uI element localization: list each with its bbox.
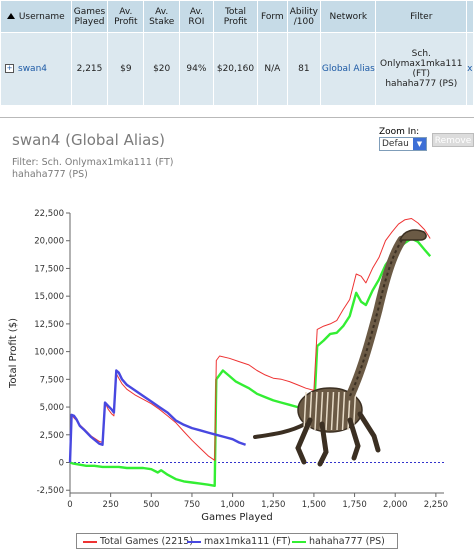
- dino-rib: [330, 391, 335, 431]
- dino-leg: [357, 411, 381, 453]
- col-form[interactable]: Form: [257, 0, 288, 33]
- expand-row-icon[interactable]: +: [5, 64, 14, 73]
- dino-rib: [303, 391, 307, 431]
- zoom-select[interactable]: Defau ▼: [379, 137, 427, 151]
- ability-value: 81: [286, 32, 322, 106]
- col-av-stake[interactable]: Av. Stake: [143, 0, 181, 33]
- x-tick-label: 2,250: [424, 500, 448, 510]
- y-tick-label: 20,000: [34, 237, 64, 247]
- table-header-row: Username Games Played Av. Profit Av. Stake …: [0, 0, 474, 33]
- av-roi-value: 94%: [179, 32, 214, 106]
- x-tick-label: 250: [103, 500, 119, 510]
- col-av-profit[interactable]: Av. Profit: [107, 0, 145, 33]
- legend-item-hahaha777: hahaha777 (PS): [292, 536, 385, 547]
- filter-description: Filter: Sch. Onlymax1mka111 (FT) hahaha7…: [12, 157, 174, 180]
- series-line-2: [69, 237, 432, 487]
- table-row: + swan4 2,215 $9 $20 94% $20,160 N/A 81 G…: [0, 32, 474, 106]
- x-tick-label: 2,000: [383, 500, 407, 510]
- dino-head: [398, 229, 427, 241]
- dino-neck-vertebrae: [349, 239, 403, 397]
- x-axis-label: Games Played: [201, 512, 273, 523]
- y-tick-label: 7,500: [40, 375, 64, 385]
- dinosaur-skeleton-image: [253, 229, 427, 467]
- col-ability[interactable]: Ability/100: [286, 0, 322, 33]
- x-tick-label: 500: [143, 500, 159, 510]
- x-tick-label: 1,500: [302, 500, 326, 510]
- col-username[interactable]: Username: [0, 0, 72, 33]
- network-link[interactable]: Global Alias: [320, 32, 377, 106]
- section-divider: [0, 117, 474, 118]
- y-tick-label: 10,000: [34, 348, 64, 358]
- total-profit-value: $20,160: [212, 32, 259, 106]
- x-tick-label: 1,250: [261, 500, 285, 510]
- zoom-selected-value: Defau: [382, 139, 409, 149]
- x-tick-label: 750: [184, 500, 200, 510]
- remove-button[interactable]: Remove: [432, 133, 474, 147]
- y-tick-label: 22,500: [34, 209, 64, 219]
- series-line-0: [69, 218, 431, 463]
- chart-legend: Total Games (2215) max1mka111 (FT) hahah…: [76, 533, 398, 549]
- dino-rib: [336, 391, 340, 431]
- y-tick-label: -2,500: [37, 486, 64, 496]
- dino-rib: [341, 391, 346, 431]
- series-line-1: [68, 369, 247, 463]
- legend-swatch-hahaha777: [292, 540, 306, 543]
- dino-rib: [352, 391, 357, 431]
- dino-rib: [325, 391, 329, 431]
- x-tick-label: 1,750: [342, 500, 366, 510]
- legend-item-max1mka111: max1mka111 (FT): [187, 536, 291, 547]
- dino-body: [297, 387, 363, 433]
- player-stats-table: Username Games Played Av. Profit Av. Stake …: [0, 0, 474, 106]
- legend-item-total: Total Games (2215): [83, 536, 193, 547]
- form-value: N/A: [257, 32, 288, 106]
- col-av-roi[interactable]: Av. ROI: [179, 0, 214, 33]
- dino-leg: [347, 417, 361, 461]
- page-title: swan4 (Global Alias): [12, 131, 166, 149]
- dino-leg: [317, 421, 329, 467]
- games-played-value: 2,215: [70, 32, 109, 106]
- username-cell: + swan4: [0, 32, 72, 106]
- col-extra: [466, 0, 474, 33]
- av-stake-value: $20: [143, 32, 181, 106]
- col-games-played[interactable]: Games Played: [70, 0, 109, 33]
- y-tick-label: 17,500: [34, 264, 64, 274]
- y-tick-label: 5,000: [40, 403, 64, 413]
- col-filter: Filter: [375, 0, 468, 33]
- y-tick-label: 12,500: [34, 320, 64, 330]
- chevron-down-icon[interactable]: ▼: [413, 138, 426, 150]
- y-tick-label: 15,000: [34, 292, 64, 302]
- legend-swatch-total: [83, 540, 97, 543]
- av-profit-value: $9: [107, 32, 145, 106]
- dino-leg: [295, 417, 313, 465]
- username-link[interactable]: swan4: [18, 64, 47, 74]
- x-tick-label: 0: [67, 500, 72, 510]
- dino-tail: [253, 422, 307, 439]
- y-axis-label: Total Profit ($): [8, 318, 19, 389]
- y-tick-label: 0: [59, 459, 64, 469]
- zoom-label: Zoom In:: [379, 127, 420, 137]
- profit-chart: -2,50002,5005,0007,50010,00012,50015,000…: [8, 209, 448, 523]
- sort-arrow-icon[interactable]: [6, 13, 15, 19]
- legend-swatch-max1mka111: [187, 540, 201, 543]
- col-total-profit[interactable]: Total Profit: [212, 0, 259, 33]
- remove-filter-link[interactable]: x: [466, 32, 474, 106]
- filter-value: Sch. Onlymax1mka111 (FT) hahaha777 (PS): [375, 32, 468, 106]
- col-network[interactable]: Network: [320, 0, 377, 33]
- dino-rib: [314, 391, 318, 431]
- x-tick-label: 1,000: [220, 500, 244, 510]
- y-tick-label: 2,500: [40, 431, 64, 441]
